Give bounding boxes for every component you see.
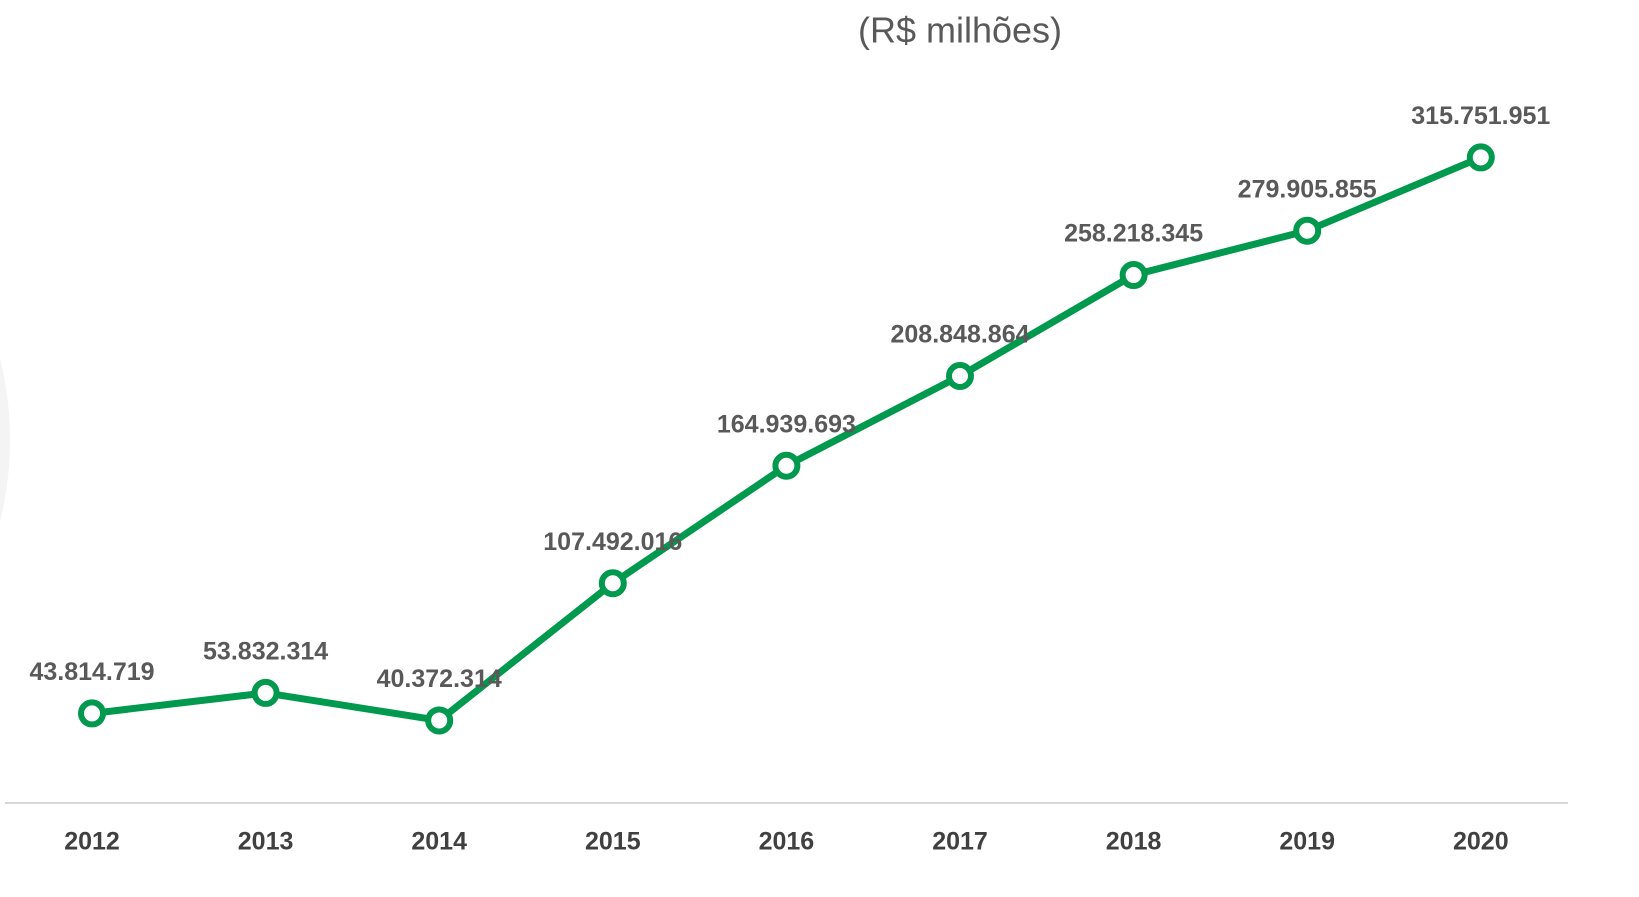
- data-point: [772, 451, 801, 480]
- data-label: 279.905.855: [1238, 175, 1377, 203]
- x-tick-label: 2013: [238, 828, 294, 856]
- data-point: [78, 699, 106, 728]
- data-label: 107.492.016: [543, 528, 682, 556]
- data-label: 53.832.314: [203, 638, 328, 666]
- x-tick-label: 2014: [411, 828, 467, 856]
- data-point: [251, 678, 280, 707]
- data-point: [598, 569, 627, 598]
- data-point: [425, 706, 454, 735]
- x-tick-label: 2015: [585, 828, 641, 856]
- data-label: 258.218.345: [1064, 220, 1203, 248]
- data-label: 43.814.719: [29, 658, 154, 686]
- data-point: [1293, 216, 1322, 245]
- data-label: 208.848.864: [890, 321, 1029, 349]
- data-label: 315.751.951: [1411, 102, 1550, 130]
- data-point: [1466, 143, 1495, 172]
- x-tick-label: 2017: [932, 828, 988, 856]
- x-tick-label: 2020: [1453, 828, 1509, 856]
- x-tick-label: 2012: [64, 828, 120, 856]
- chart-title: (R$ milhões): [858, 10, 1062, 51]
- data-label: 164.939.693: [717, 410, 856, 438]
- x-tick-label: 2016: [759, 828, 815, 856]
- x-tick-label: 2018: [1106, 828, 1162, 856]
- decor-circle: [0, 358, 10, 522]
- data-label: 40.372.314: [377, 665, 502, 693]
- x-tick-label: 2019: [1279, 828, 1335, 856]
- data-point: [1119, 261, 1148, 290]
- series-line: [91, 154, 1483, 724]
- data-point: [946, 361, 974, 390]
